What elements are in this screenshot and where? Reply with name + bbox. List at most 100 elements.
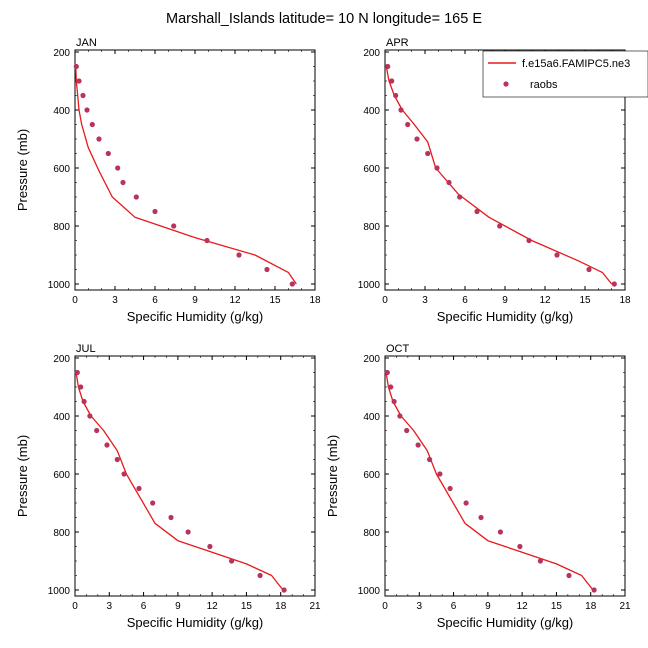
x-axis-label: Specific Humidity (g/kg) [437,309,574,324]
panel-label: OCT [386,343,410,355]
x-tick-label: 0 [382,295,388,306]
raobs-point [94,427,100,434]
legend-obs-label: raobs [530,79,558,91]
raobs-point [447,485,453,492]
raobs-point [73,63,79,70]
raobs-point [80,92,86,99]
raobs-point [257,572,263,579]
y-tick-label: 600 [363,164,380,175]
y-tick-label: 600 [53,164,70,175]
raobs-point [121,471,127,477]
y-tick-label: 800 [363,222,380,233]
y-axis-label: Pressure (mb) [325,435,340,517]
model-line [385,372,594,591]
raobs-point [415,442,421,448]
panel-oct: OCT 0 3 6 9 12 15 18 21 200 400 600 800 1000 Specific … [325,343,631,630]
raobs-point [463,500,469,506]
model-line [385,66,613,285]
x-tick-label: 6 [462,295,468,306]
x-tick-label: 9 [502,295,508,306]
x-tick-label: 9 [192,295,198,306]
raobs-point [264,266,270,273]
x-tick-label: 18 [619,295,631,306]
raobs-point [611,281,617,287]
model-line [75,66,297,285]
raobs-point [150,500,156,506]
raobs-point [104,442,110,448]
y-tick-label: 600 [53,470,70,481]
raobs-point [397,413,403,419]
raobs-point [537,558,544,564]
raobs-point [405,121,411,128]
raobs-point [281,587,287,593]
raobs-point [497,223,503,229]
y-tick-label: 200 [363,354,380,365]
x-tick-label: 3 [112,295,118,306]
raobs-point [554,252,560,258]
raobs-point [566,572,572,579]
raobs-point [414,136,420,142]
legend-box [482,50,648,98]
x-tick-label: 12 [517,601,529,612]
raobs-point [76,78,82,84]
x-tick-label: 12 [229,295,241,306]
panel-label: APR [386,37,409,49]
raobs-point [74,369,80,376]
raobs-point [427,456,433,463]
y-tick-label: 200 [53,354,70,365]
x-tick-label: 15 [241,601,253,612]
x-tick-label: 18 [585,601,597,612]
model-line [75,372,284,591]
x-tick-label: 6 [451,601,457,612]
raobs-point [78,384,84,390]
raobs-point [171,223,177,229]
y-axis-label: Pressure (mb) [15,129,30,211]
legend-model-label: f.e15a6.FAMIPC5.ne3 [522,58,630,70]
raobs-point [398,107,404,113]
y-tick-label: 800 [363,528,380,539]
x-axis-label: Specific Humidity (g/kg) [127,615,264,630]
raobs-point [289,281,295,287]
y-tick-label: 1000 [358,280,381,291]
raobs-point [478,514,484,521]
x-tick-label: 18 [275,601,287,612]
y-tick-label: 400 [53,412,70,423]
raobs-point [434,165,440,171]
panel-apr: APR 0 3 6 9 12 15 18 200 400 600 800 1000 Specific Hu… [358,37,631,324]
x-tick-label: 3 [417,601,423,612]
y-tick-label: 400 [53,106,70,117]
x-tick-label: 3 [422,295,428,306]
x-tick-label: 15 [551,601,563,612]
raobs-point [591,587,597,593]
y-tick-label: 1000 [48,280,71,291]
raobs-point [105,150,111,157]
raobs-point [89,121,95,128]
panel-jan: JAN 0 3 6 9 12 15 18 200 400 600 800 1000 Specific Hu… [15,37,321,324]
x-axis-label: Specific Humidity (g/kg) [437,615,574,630]
legend-obs-marker [503,81,509,87]
raobs-point [207,543,213,550]
raobs-point [497,529,503,535]
x-tick-label: 0 [72,295,78,306]
x-tick-label: 21 [309,601,321,612]
raobs-point [586,266,592,273]
x-tick-label: 21 [619,601,631,612]
raobs-point [404,427,410,434]
x-axis-label: Specific Humidity (g/kg) [127,309,264,324]
raobs-point [136,485,142,492]
y-tick-label: 200 [53,48,70,59]
x-tick-label: 9 [175,601,181,612]
plot-frame [74,49,316,291]
x-tick-label: 0 [72,601,78,612]
y-tick-label: 800 [53,528,70,539]
raobs-point [84,107,90,113]
y-tick-label: 200 [363,48,380,59]
raobs-point [133,194,139,200]
y-tick-label: 1000 [48,586,71,597]
y-tick-label: 800 [53,222,70,233]
panel-label: JAN [76,37,97,49]
raobs-point [168,514,174,521]
raobs-point [457,194,463,200]
x-tick-label: 3 [107,601,113,612]
